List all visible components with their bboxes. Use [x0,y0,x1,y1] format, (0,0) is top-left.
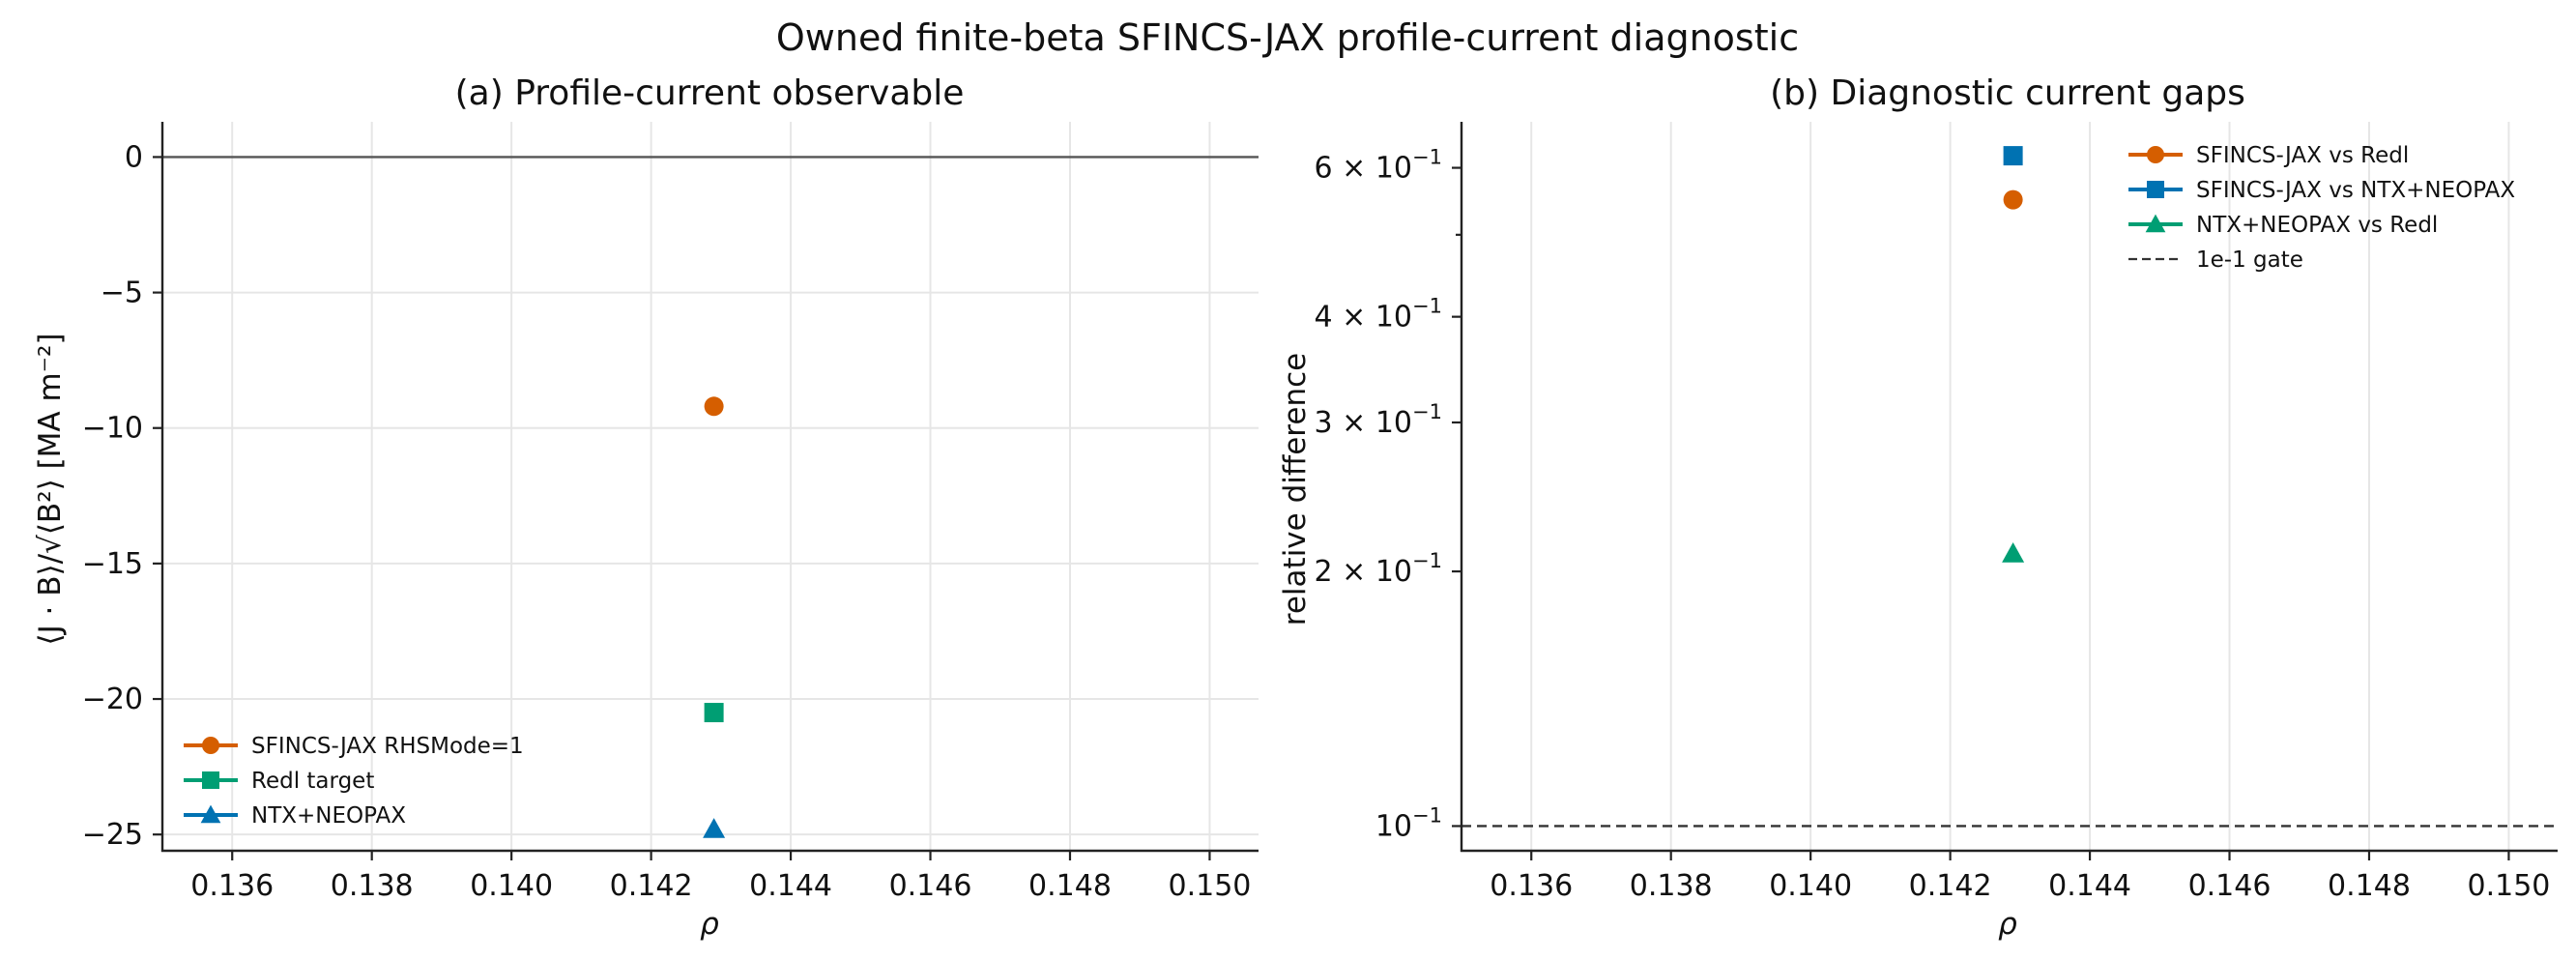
y-tick-label: −5 [101,276,143,310]
legend-swatch-triangle [2145,214,2166,233]
panel-a-axes [160,122,1259,853]
x-tick-label: 0.150 [2467,869,2550,903]
legend-item: SFINCS-JAX RHSMode=1 [184,734,524,759]
legend-swatch-circle [2147,146,2164,163]
legend-label: 1e-1 gate [2196,247,2303,273]
panel-a-title: (a) Profile-current observable [455,73,965,113]
panel-a-legend: SFINCS-JAX RHSMode=1 Redl target NTX+NEOPA… [184,734,524,829]
legend-label: SFINCS-JAX vs NTX+NEOPAX [2196,178,2515,203]
panel-a-x-ticks: 0.136 0.138 0.140 0.142 0.144 0.146 0.148 0.150 [190,851,1251,903]
legend-item: Redl target [184,769,374,794]
figure-title: Owned finite-beta SFINCS-JAX profile-cur… [776,16,1799,59]
legend-item: 1e-1 gate [2128,247,2303,273]
data-point-triangle [703,818,726,838]
panel-a-y-ticks: 0 −5 −10 −15 −20 −25 [82,140,162,852]
x-tick-label: 0.146 [2188,869,2272,903]
x-tick-label: 0.140 [470,869,553,903]
panel-b-y-axis-label: relative difference [1278,353,1313,625]
data-point-circle [704,396,724,417]
legend-label: Redl target [251,769,374,794]
y-tick-label: −20 [82,683,143,716]
x-tick-label: 0.138 [1630,869,1713,903]
panel-b-x-ticks: 0.136 0.138 0.140 0.142 0.144 0.146 0.148 0.150 [1490,851,2550,903]
panel-b-title: (b) Diagnostic current gaps [1770,73,2245,113]
legend-swatch-square [202,771,219,789]
y-tick-label: −15 [82,547,143,581]
legend-item: NTX+NEOPAX [184,803,406,829]
legend-item: NTX+NEOPAX vs Redl [2128,213,2438,238]
x-tick-label: 0.146 [889,869,972,903]
panel-b: (b) Diagnostic current gaps 0.136 0.138 0.… [1278,73,2558,942]
y-tick-label: 10−1 [1375,803,1442,843]
panel-b-x-axis-label: ρ [1998,907,2017,942]
legend-label: NTX+NEOPAX vs Redl [2196,213,2438,238]
legend-swatch-square [2147,181,2164,198]
panel-b-y-ticks: 10−1 2 × 10−1 3 × 10−1 4 × 10−1 6 × 10−1 [1315,146,1462,843]
panel-a: (a) Profile-current observable 0.136 0.13… [33,73,1259,942]
data-point-circle [2003,189,2023,210]
panel-a-y-axis-label: ⟨J · B⟩/√⟨B²⟩ [MA m⁻²] [33,333,68,645]
legend-label: SFINCS-JAX vs Redl [2196,143,2409,168]
panel-b-marks [2002,146,2025,563]
x-tick-label: 0.136 [190,869,274,903]
y-tick-label: −25 [82,818,143,852]
x-tick-label: 0.142 [1909,869,1992,903]
y-tick-label: 3 × 10−1 [1315,400,1442,440]
panel-b-grid [1530,122,2510,851]
y-tick-label: 4 × 10−1 [1315,295,1442,335]
legend-label: NTX+NEOPAX [251,803,406,829]
x-tick-label: 0.138 [331,869,414,903]
y-tick-label: 6 × 10−1 [1315,146,1442,186]
x-tick-label: 0.142 [610,869,693,903]
panel-b-legend: SFINCS-JAX vs Redl SFINCS-JAX vs NTX+NEOP… [2128,143,2515,273]
panel-b-axes [1460,122,2558,853]
panel-a-x-axis-label: ρ [700,907,719,942]
x-tick-label: 0.144 [749,869,832,903]
data-point-square [2003,146,2023,166]
x-tick-label: 0.148 [1028,869,1112,903]
legend-item: SFINCS-JAX vs Redl [2128,143,2409,168]
y-tick-label: 0 [125,140,143,174]
legend-swatch-circle [202,737,219,754]
x-tick-label: 0.140 [1769,869,1852,903]
legend-label: SFINCS-JAX RHSMode=1 [251,734,524,759]
y-tick-label: −10 [82,412,143,446]
y-tick-label: 2 × 10−1 [1315,549,1442,589]
data-point-triangle [2002,542,2025,563]
x-tick-label: 0.150 [1168,869,1251,903]
x-tick-label: 0.148 [2328,869,2411,903]
x-tick-label: 0.144 [2048,869,2131,903]
x-tick-label: 0.136 [1490,869,1573,903]
panel-a-marks [703,396,726,838]
data-point-square [704,703,724,723]
legend-item: SFINCS-JAX vs NTX+NEOPAX [2128,178,2515,203]
legend-swatch-triangle [200,804,221,824]
